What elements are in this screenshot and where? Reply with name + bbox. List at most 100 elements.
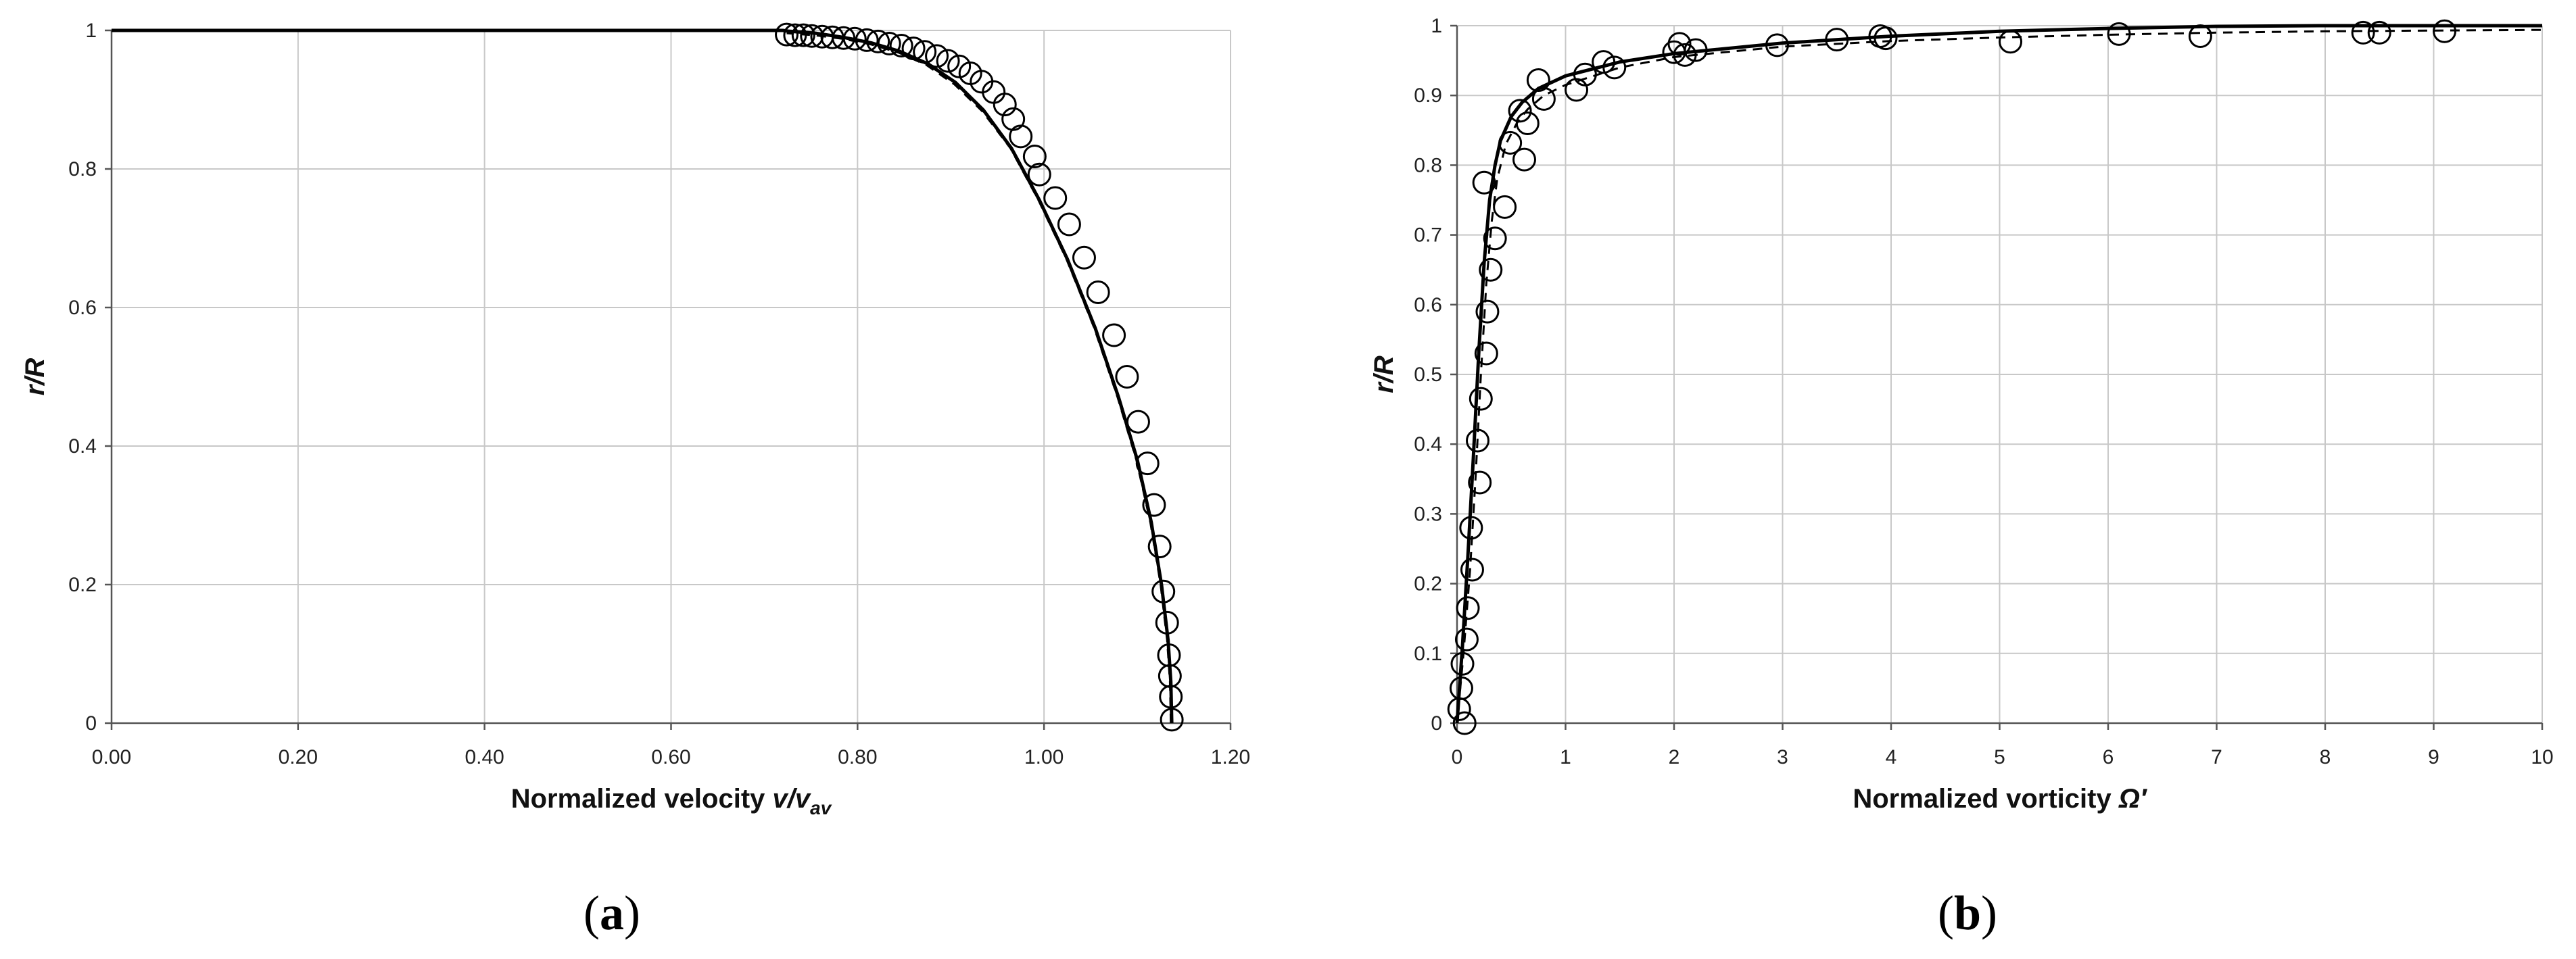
data-point-marker bbox=[1468, 470, 1492, 495]
data-point-marker bbox=[1142, 493, 1166, 517]
panel-label-open: ( bbox=[583, 886, 600, 940]
data-point-marker bbox=[1102, 323, 1126, 347]
x-axis-title-variable: Ω′ bbox=[2118, 784, 2148, 814]
x-tick-label: 2 bbox=[1669, 746, 1680, 768]
data-point-marker bbox=[1456, 596, 1480, 620]
data-point-marker bbox=[1508, 99, 1532, 123]
x-tick-labels: 0.00 0.20 0.40 0.60 0.80 1.00 1.20 bbox=[92, 723, 1250, 768]
data-point-marker bbox=[791, 23, 815, 47]
x-tick-label: 0.20 bbox=[279, 746, 318, 768]
data-point-marker bbox=[1057, 212, 1081, 237]
x-axis-title: Normalized velocity v/vav bbox=[511, 784, 832, 818]
data-point-marker bbox=[1086, 280, 1110, 304]
data-point-marker bbox=[1469, 387, 1493, 411]
y-tick-label: 0.8 bbox=[1414, 154, 1442, 176]
y-tick-label: 0.6 bbox=[1414, 294, 1442, 316]
solid-fit-line bbox=[1455, 24, 2542, 724]
data-point-marker bbox=[1009, 124, 1033, 149]
data-point-marker bbox=[1999, 30, 2023, 54]
y-axis-title: r/R bbox=[20, 358, 50, 396]
x-tick-label: 0.00 bbox=[92, 746, 131, 768]
grid-lines bbox=[1457, 25, 2543, 723]
y-tick-label: 0.4 bbox=[68, 435, 97, 458]
data-point-marker bbox=[947, 54, 972, 78]
x-tick-label: 7 bbox=[2211, 746, 2222, 768]
vorticity-profile-chart: 0 1 2 3 4 5 6 7 8 9 10 0 0.1 0.2 0.3 0.4 0.5 0.6 0.7 0.8 0.… bbox=[1369, 15, 2554, 940]
data-point-marker bbox=[1483, 226, 1507, 251]
x-tick-label: 3 bbox=[1777, 746, 1788, 768]
y-tick-label: 1 bbox=[1431, 15, 1442, 37]
panel-label-b: (b) bbox=[1938, 886, 1997, 940]
data-point-marker bbox=[1512, 147, 1537, 172]
y-tick-label: 0.3 bbox=[1414, 503, 1442, 525]
grid-lines bbox=[112, 30, 1231, 723]
panel-label-letter: a bbox=[600, 886, 624, 940]
panel-label-open: ( bbox=[1938, 886, 1954, 940]
panel-label-letter: b bbox=[1954, 886, 1981, 940]
y-tick-label: 0.4 bbox=[1414, 433, 1442, 456]
y-tick-label: 0.9 bbox=[1414, 84, 1442, 107]
y-tick-labels: 0 0.2 0.4 0.6 0.8 1 bbox=[68, 20, 112, 735]
y-tick-label: 0.2 bbox=[68, 574, 97, 596]
data-point-marker bbox=[1072, 245, 1096, 270]
data-point-marker bbox=[889, 34, 913, 58]
y-tick-label: 0.1 bbox=[1414, 643, 1442, 665]
x-tick-label: 1.00 bbox=[1024, 746, 1064, 768]
series-layer bbox=[1447, 19, 2543, 735]
panel-label-close: ) bbox=[1981, 886, 1997, 940]
data-point-marker bbox=[2188, 24, 2212, 48]
data-point-marker bbox=[1460, 558, 1484, 582]
data-point-marker bbox=[1493, 195, 1517, 219]
y-tick-label: 1 bbox=[85, 20, 97, 42]
x-tick-label: 1.20 bbox=[1211, 746, 1250, 768]
panel-label-a: (a) bbox=[583, 886, 640, 940]
x-tick-label: 1 bbox=[1560, 746, 1571, 768]
x-axis-title-main: Normalized vorticity bbox=[1853, 784, 2118, 814]
y-tick-label: 0.2 bbox=[1414, 573, 1442, 595]
data-point-marker bbox=[1474, 341, 1498, 366]
velocity-profile-chart: 0.00 0.20 0.40 0.60 0.80 1.00 1.20 0 0.2 0.4 0.6 0… bbox=[20, 20, 1250, 940]
x-tick-labels: 0 1 2 3 4 5 6 7 8 9 10 bbox=[1452, 723, 2554, 768]
y-tick-label: 0.6 bbox=[68, 297, 97, 319]
data-point-marker bbox=[775, 22, 799, 47]
data-point-marker bbox=[1515, 111, 1540, 135]
x-tick-label: 0.80 bbox=[838, 746, 877, 768]
data-point-marker bbox=[958, 62, 982, 86]
x-axis-title: Normalized vorticity Ω′ bbox=[1853, 784, 2148, 814]
dashed-fit-line bbox=[1456, 28, 2543, 724]
x-tick-label: 8 bbox=[2320, 746, 2331, 768]
y-tick-label: 0.5 bbox=[1414, 364, 1442, 386]
y-tick-label: 0 bbox=[1431, 712, 1442, 735]
data-point-marker bbox=[1526, 68, 1550, 92]
data-point-marker bbox=[1565, 78, 1589, 102]
data-point-marker bbox=[1043, 186, 1068, 210]
x-tick-label: 10 bbox=[2531, 746, 2553, 768]
data-point-marker bbox=[1147, 535, 1172, 559]
data-point-marker bbox=[1472, 170, 1496, 195]
dashed-fit-line bbox=[786, 32, 1172, 724]
data-point-marker bbox=[925, 44, 949, 68]
data-point-marker bbox=[1115, 365, 1139, 389]
series-layer bbox=[112, 22, 1184, 732]
data-point-marker bbox=[1001, 107, 1026, 131]
data-point-marker bbox=[2367, 20, 2391, 45]
panel-label-close: ) bbox=[624, 886, 640, 940]
data-point-marker bbox=[2351, 20, 2375, 45]
x-axis-title-variable: v/v bbox=[773, 784, 812, 814]
x-tick-label: 4 bbox=[1886, 746, 1897, 768]
data-point-marker bbox=[1126, 410, 1150, 434]
x-tick-label: 6 bbox=[2103, 746, 2114, 768]
data-point-marker bbox=[1475, 299, 1500, 324]
x-tick-label: 0.60 bbox=[651, 746, 690, 768]
data-point-marker bbox=[1022, 145, 1047, 169]
y-tick-labels: 0 0.1 0.2 0.3 0.4 0.5 0.6 0.7 0.8 0.9 1 bbox=[1414, 15, 1457, 735]
data-point-marker bbox=[1454, 627, 1479, 651]
y-tick-label: 0 bbox=[85, 712, 97, 735]
y-axis-title: r/R bbox=[1369, 355, 1399, 393]
data-point-marker bbox=[1531, 87, 1556, 111]
x-tick-label: 0.40 bbox=[464, 746, 504, 768]
data-point-marker bbox=[1479, 257, 1503, 282]
data-point-marker bbox=[1027, 162, 1051, 187]
data-point-marker bbox=[936, 49, 960, 73]
